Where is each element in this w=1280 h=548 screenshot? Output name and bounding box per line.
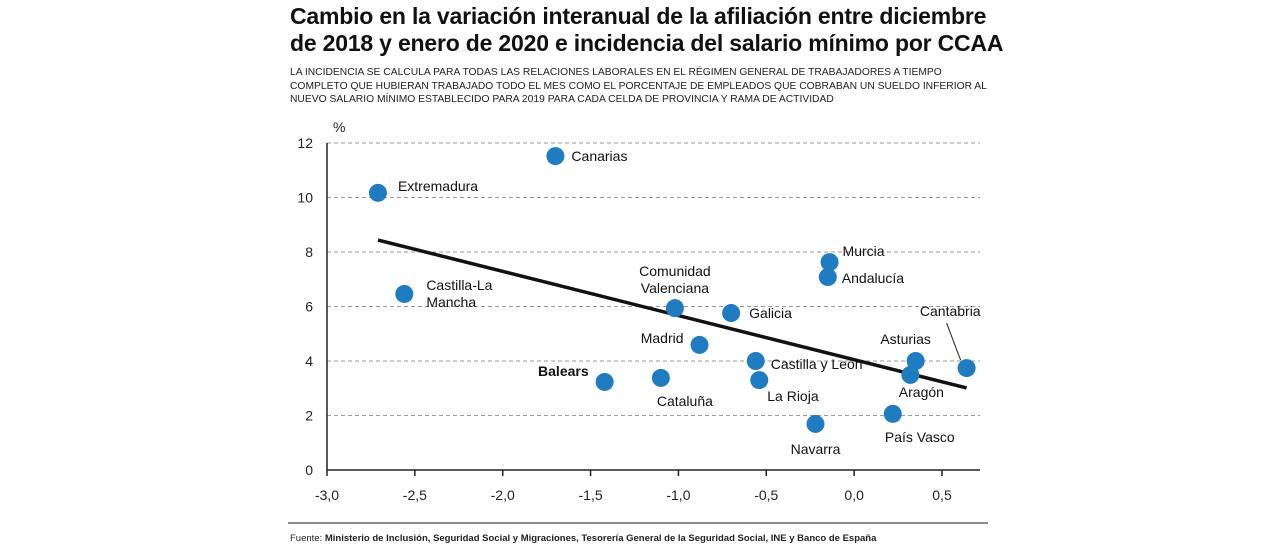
point-label: Madrid [641,330,684,346]
y-axis-label: % [333,119,345,135]
x-tick-label: 0,0 [844,487,864,503]
point-marker [665,299,684,318]
point-label: Aragón [899,384,944,400]
point-label: Cantabria [920,303,981,319]
x-tick-label: 0,5 [932,487,952,503]
x-tick-label: -3,0 [315,487,339,503]
data-point: Madrid [641,330,709,354]
data-point: Galicia [722,304,792,323]
point-marker [806,414,825,433]
point-marker [883,404,902,423]
point-label-line: Valenciana [641,280,709,296]
point-marker [901,365,920,384]
point-marker [818,268,837,287]
point-marker [750,371,769,390]
chart-subtitle: La incidencia se calcula para todas las … [290,67,987,105]
source-label: Fuente: [290,533,323,544]
y-tick-label: 8 [305,244,313,260]
point-marker [906,352,925,370]
point-label: Balears [538,363,589,379]
data-point: Cantabria [920,303,981,378]
point-label: País Vasco [885,429,955,445]
y-tick-label: 10 [297,190,313,206]
x-tick-label: -1,5 [579,487,603,503]
x-tick-label: -1,0 [666,487,690,503]
data-point: Andalucía [818,268,904,287]
data-point: País Vasco [883,404,955,445]
point-label: Galicia [749,305,792,321]
data-point: Canarias [546,147,627,166]
point-label: Navarra [791,441,841,457]
data-point: Castilla y León [746,352,863,372]
point-marker [546,147,565,166]
point-label-line: Castilla-La [426,277,492,293]
point-label-line: Mancha [426,294,476,310]
point-label: Murcia [843,243,885,259]
point-label: Comunidad Valenciana [639,263,711,296]
point-marker [820,253,839,272]
data-point: Navarra [791,414,841,457]
y-tick-label: 6 [305,299,313,315]
point-marker [651,368,670,387]
point-label: Cataluña [657,393,713,409]
data-point: Balears [538,363,614,391]
data-point: La Rioja [750,371,819,404]
source-note: Fuente: Ministerio de Inclusión, Segurid… [290,533,876,544]
point-marker [395,284,414,303]
point-label: Andalucía [842,270,904,286]
point-marker [690,335,709,354]
leader-line [946,322,962,361]
y-tick-label: 2 [305,408,313,424]
point-marker [368,183,387,202]
data-point: Aragón [899,365,944,400]
y-tick-label: 4 [305,353,313,369]
data-point: Asturias [880,331,931,370]
data-point: Extremadura [368,178,478,202]
data-point: Comunidad Valenciana [639,263,711,318]
point-marker [957,359,976,378]
point-label: Castilla y León [771,356,863,372]
y-tick-label: 0 [305,462,313,478]
data-point: Castilla-La Mancha [395,277,493,310]
y-tick-label: 12 [297,135,313,151]
point-label: Extremadura [398,178,478,194]
point-marker [722,304,741,323]
data-point: Cataluña [651,368,713,409]
data-point: Murcia [820,243,885,272]
point-marker [595,372,614,391]
x-tick-label: -2,0 [491,487,515,503]
point-label: Canarias [571,148,627,164]
point-label: La Rioja [767,388,819,404]
x-tick-label: -2,5 [403,487,427,503]
point-label: Asturias [880,331,931,347]
chart-title: Cambio en la variación interanual de la … [290,3,1004,56]
point-label-line: Comunidad [639,263,711,279]
x-tick-label: -0,5 [754,487,778,503]
point-label: Castilla-La Mancha [426,277,492,310]
point-marker [746,352,765,370]
source-text: Ministerio de Inclusión, Seguridad Socia… [324,533,877,544]
